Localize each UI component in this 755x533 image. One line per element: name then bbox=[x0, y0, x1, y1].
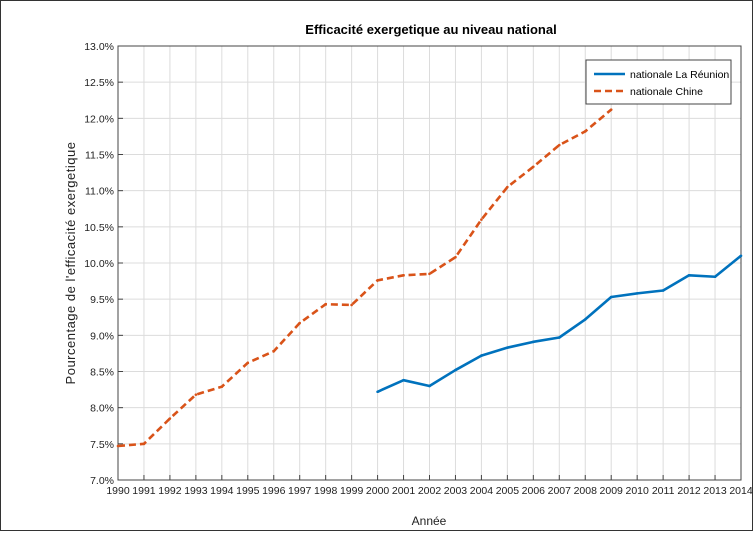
chart-title: Efficacité exergetique au niveau nationa… bbox=[305, 22, 556, 37]
data-point-chine bbox=[402, 274, 405, 277]
y-tick-label: 11.0% bbox=[85, 186, 114, 198]
y-tick-label: 10.0% bbox=[84, 258, 114, 270]
data-point-chine bbox=[584, 130, 587, 133]
y-tick-label: 13.0% bbox=[84, 41, 114, 53]
data-point-la-reunion bbox=[506, 346, 509, 349]
y-tick-label: 9.0% bbox=[90, 330, 114, 342]
x-tick-label: 1996 bbox=[262, 485, 286, 497]
legend-label-chine: nationale Chine bbox=[630, 86, 703, 98]
y-tick-label: 12.0% bbox=[84, 113, 114, 125]
x-tick-label: 2002 bbox=[418, 485, 442, 497]
data-point-la-reunion bbox=[662, 289, 665, 292]
data-point-chine bbox=[376, 279, 379, 282]
x-tick-label: 2005 bbox=[496, 485, 520, 497]
data-point-la-reunion bbox=[532, 341, 535, 344]
y-tick-label: 8.0% bbox=[90, 403, 114, 415]
x-tick-label: 2010 bbox=[625, 485, 649, 497]
data-point-la-reunion bbox=[428, 385, 431, 388]
data-point-chine bbox=[558, 144, 561, 147]
y-tick-label: 11.5% bbox=[85, 150, 114, 162]
x-tick-label: 1990 bbox=[106, 485, 130, 497]
x-tick-label: 2003 bbox=[444, 485, 468, 497]
data-point-chine bbox=[221, 385, 224, 388]
data-point-chine bbox=[610, 108, 613, 111]
data-point-chine bbox=[506, 186, 509, 189]
y-tick-label: 8.5% bbox=[90, 367, 114, 379]
x-tick-label: 1999 bbox=[340, 485, 364, 497]
x-tick-label: 2013 bbox=[703, 485, 727, 497]
data-point-chine bbox=[195, 393, 198, 396]
data-point-chine bbox=[454, 256, 457, 259]
grid bbox=[118, 46, 741, 480]
legend: nationale La Réunion nationale Chine bbox=[586, 60, 731, 104]
x-axis: 1990 1991 1992 1993 1994 1995 1996 1997 1998 1999… bbox=[106, 475, 753, 497]
x-axis-label: Année bbox=[412, 514, 447, 528]
x-tick-label: 2008 bbox=[574, 485, 598, 497]
data-point-la-reunion bbox=[740, 254, 743, 257]
data-point-chine bbox=[324, 303, 327, 306]
data-point-la-reunion bbox=[584, 318, 587, 321]
x-tick-label: 2014 bbox=[729, 485, 753, 497]
data-point-la-reunion bbox=[688, 274, 691, 277]
data-point-chine bbox=[246, 362, 249, 365]
x-tick-label: 1992 bbox=[158, 485, 182, 497]
series-line-chine bbox=[118, 110, 611, 446]
y-tick-label: 10.5% bbox=[84, 222, 114, 234]
data-point-chine bbox=[350, 304, 353, 307]
data-point-chine bbox=[298, 322, 301, 325]
data-point-chine bbox=[428, 273, 431, 276]
x-tick-label: 2001 bbox=[392, 485, 416, 497]
data-point-la-reunion bbox=[636, 292, 639, 295]
data-point-la-reunion bbox=[480, 354, 483, 357]
x-tick-label: 1995 bbox=[236, 485, 260, 497]
legend-label-la-reunion: nationale La Réunion bbox=[630, 69, 729, 81]
data-point-la-reunion bbox=[610, 296, 613, 299]
x-tick-label: 2009 bbox=[600, 485, 624, 497]
x-tick-label: 2007 bbox=[548, 485, 572, 497]
x-tick-label: 2006 bbox=[522, 485, 546, 497]
data-point-chine bbox=[272, 350, 275, 353]
y-axis-label: Pourcentage de l'efficacité exergetique bbox=[63, 142, 78, 385]
y-tick-label: 7.5% bbox=[90, 439, 114, 451]
x-tick-label: 1997 bbox=[288, 485, 312, 497]
data-point-la-reunion bbox=[376, 390, 379, 393]
x-tick-label: 2012 bbox=[677, 485, 701, 497]
data-point-chine bbox=[480, 218, 483, 221]
x-tick-label: 1998 bbox=[314, 485, 338, 497]
x-tick-label: 2000 bbox=[366, 485, 390, 497]
x-tick-label: 2011 bbox=[652, 485, 675, 497]
data-point-chine bbox=[143, 443, 146, 446]
data-point-chine bbox=[532, 165, 535, 168]
y-tick-label: 9.5% bbox=[90, 294, 114, 306]
data-point-la-reunion bbox=[402, 379, 405, 382]
data-point-chine bbox=[169, 417, 172, 420]
data-point-la-reunion bbox=[558, 336, 561, 339]
y-axis: 7.0%7.5%8.0%8.5%9.0%9.5%10.0%10.5%11.0%1… bbox=[84, 41, 123, 487]
x-tick-label: 1993 bbox=[184, 485, 208, 497]
x-tick-label: 1991 bbox=[132, 485, 156, 497]
data-point-la-reunion bbox=[714, 275, 717, 278]
data-point-chine bbox=[117, 445, 120, 448]
x-tick-label: 1994 bbox=[210, 485, 234, 497]
y-tick-label: 12.5% bbox=[84, 77, 114, 89]
x-tick-label: 2004 bbox=[470, 485, 494, 497]
data-point-la-reunion bbox=[454, 369, 457, 372]
